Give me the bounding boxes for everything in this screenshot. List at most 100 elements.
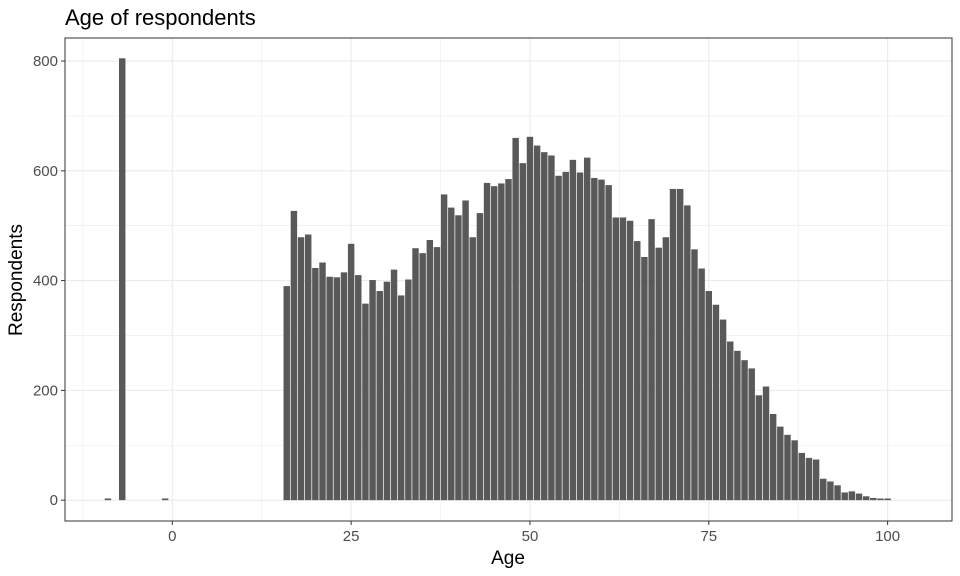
bar (848, 491, 856, 501)
bar (440, 194, 448, 501)
bar (655, 247, 662, 501)
bar (505, 179, 512, 501)
bar (641, 257, 648, 501)
bar (533, 145, 541, 501)
y-axis-title: Respondents (6, 224, 27, 336)
bar (634, 241, 641, 501)
bar (791, 440, 798, 501)
bar (369, 280, 376, 501)
bar (748, 368, 755, 501)
bar (347, 243, 355, 501)
bar (812, 459, 820, 501)
bar (884, 498, 891, 501)
bar (741, 360, 748, 501)
bar (462, 200, 469, 501)
y-tick-label: 400 (33, 273, 58, 290)
bar (161, 498, 169, 501)
bar (283, 286, 290, 501)
chart-title: Age of respondents (65, 5, 256, 30)
bar (326, 276, 333, 501)
bar (469, 237, 476, 501)
bar (576, 172, 584, 501)
panel-border (64, 37, 953, 522)
bar (119, 58, 126, 501)
bar (777, 426, 784, 501)
bar (591, 177, 598, 501)
bar (712, 304, 720, 501)
bar (397, 295, 405, 501)
bar (390, 269, 398, 501)
bar (734, 350, 741, 501)
bar (383, 281, 391, 501)
bar (805, 457, 813, 501)
bar (605, 185, 612, 501)
bar (684, 205, 691, 501)
bar (433, 247, 441, 501)
x-tick-label: 25 (343, 528, 360, 545)
bar (862, 496, 870, 501)
bar (104, 498, 112, 501)
bar (769, 413, 777, 501)
bar (662, 237, 670, 501)
bar (669, 188, 677, 501)
bar (448, 207, 455, 501)
bar (412, 248, 419, 501)
bars (104, 58, 891, 501)
bar (569, 159, 577, 501)
bar (827, 481, 834, 501)
bar (405, 279, 412, 501)
x-tick-label: 75 (700, 528, 717, 545)
x-tick-label: 50 (522, 528, 539, 545)
bar (784, 434, 791, 501)
bar (870, 497, 877, 501)
bar (562, 171, 569, 501)
bar (820, 478, 827, 501)
bar (691, 249, 698, 501)
bar (512, 137, 519, 501)
y-tick-label: 0 (50, 492, 58, 509)
bar (705, 291, 713, 501)
bar (483, 182, 491, 501)
y-axis: 0 200 400 600 800 (33, 53, 65, 509)
bar (676, 188, 684, 501)
bar (598, 179, 605, 501)
bar (841, 492, 848, 501)
y-tick-label: 200 (33, 382, 58, 399)
bar (619, 217, 627, 501)
bar (498, 183, 505, 501)
bar (355, 275, 362, 501)
bar (297, 237, 305, 501)
bar (755, 395, 763, 501)
bar (426, 239, 434, 501)
bar (362, 303, 369, 501)
bar (304, 234, 312, 501)
bar (340, 272, 348, 501)
bar (612, 217, 620, 501)
bar (855, 493, 863, 501)
bar (834, 485, 841, 501)
bar (476, 213, 484, 501)
bar (698, 268, 705, 501)
bar (719, 319, 727, 501)
bar (519, 163, 527, 501)
bar (419, 253, 426, 501)
x-axis-title: Age (491, 548, 525, 569)
bar (548, 155, 555, 501)
bar (490, 186, 498, 501)
bar (583, 157, 591, 501)
bar (555, 175, 562, 501)
bar (319, 262, 326, 501)
bar (648, 219, 655, 501)
bar (455, 215, 462, 501)
y-tick-label: 600 (33, 163, 58, 180)
x-tick-label: 0 (168, 528, 176, 545)
bar (526, 136, 534, 501)
bar (333, 277, 341, 501)
bar (762, 386, 770, 501)
bar (541, 152, 548, 501)
bar (798, 452, 805, 501)
x-tick-label: 100 (875, 528, 900, 545)
y-tick-label: 800 (33, 53, 58, 70)
x-axis: 0 25 50 75 100 (168, 521, 900, 545)
